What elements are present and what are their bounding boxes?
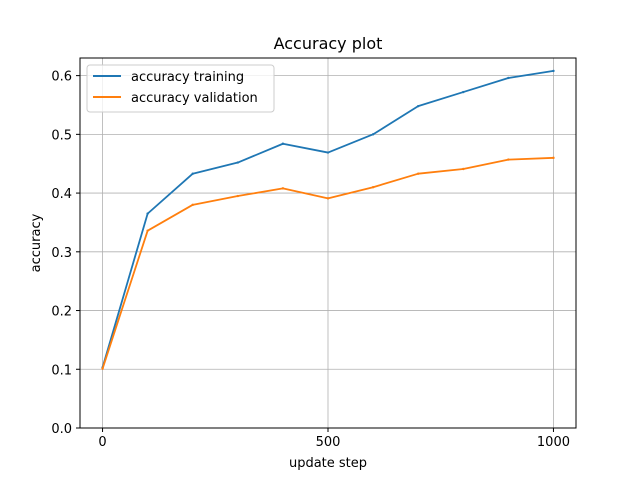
data-point-accuracy-training — [552, 69, 555, 73]
legend: accuracy training accuracy validation — [86, 64, 275, 113]
x-tick-label: 500 — [316, 435, 341, 450]
x-tick-label: 0 — [98, 435, 106, 450]
y-axis-label: accuracy — [29, 213, 44, 272]
y-tick-label: 0.3 — [51, 246, 72, 261]
chart-title: Accuracy plot — [274, 34, 383, 53]
data-point-accuracy-validation — [101, 367, 104, 370]
data-point-accuracy-validation — [326, 197, 330, 200]
data-point-accuracy-validation — [191, 203, 194, 207]
x-axis-label: update step — [289, 456, 367, 471]
data-point-accuracy-validation — [281, 187, 285, 190]
data-point-accuracy-training — [191, 172, 194, 175]
data-point-accuracy-validation — [371, 186, 375, 189]
y-tick-label: 0.5 — [51, 128, 72, 143]
y-tick-label: 0.4 — [51, 187, 72, 202]
data-point-accuracy-training — [507, 76, 510, 80]
y-tick-label: 0.2 — [51, 305, 72, 320]
grid-lines — [80, 58, 576, 429]
data-point-accuracy-training — [371, 133, 375, 136]
data-point-accuracy-validation — [462, 167, 465, 171]
data-point-accuracy-training — [236, 161, 240, 164]
legend-box — [86, 64, 275, 113]
series-lines — [101, 69, 555, 370]
legend-label-accuracy-validation: accuracy validation — [131, 91, 258, 106]
axis-ticks: 0 500 1000 0.0 0.1 0.2 0.3 0.4 0.5 0.6 — [51, 70, 570, 450]
data-point-accuracy-training — [416, 104, 420, 108]
x-tick-label: 1000 — [537, 435, 570, 450]
data-point-accuracy-validation — [236, 194, 240, 198]
y-tick-label: 0.6 — [51, 70, 72, 85]
data-point-accuracy-validation — [552, 156, 555, 160]
data-point-accuracy-validation — [507, 158, 510, 161]
y-tick-label: 0.1 — [51, 363, 72, 378]
legend-label-accuracy-training: accuracy training — [131, 70, 244, 85]
data-point-accuracy-validation — [146, 229, 149, 232]
data-point-accuracy-training — [462, 90, 465, 94]
data-point-accuracy-training — [146, 212, 149, 215]
data-point-accuracy-training — [326, 151, 330, 154]
data-point-accuracy-training — [281, 142, 285, 145]
y-tick-label: 0.0 — [51, 422, 72, 437]
data-point-accuracy-validation — [416, 172, 420, 175]
